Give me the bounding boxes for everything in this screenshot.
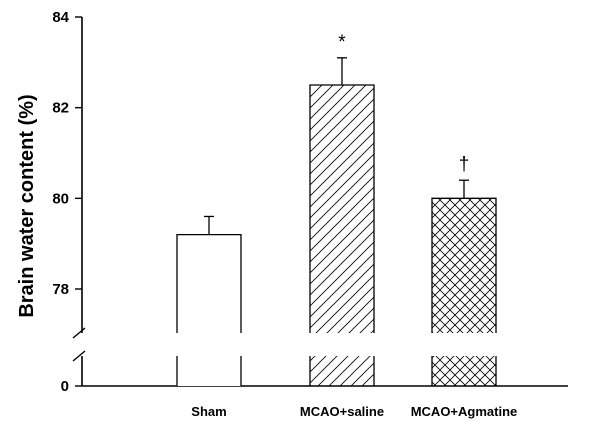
bar-fill-upper [177, 234, 241, 333]
y-tick-label: 80 [52, 190, 69, 207]
y-tick-label: 78 [52, 281, 69, 298]
y-tick-label: 82 [52, 100, 69, 117]
y-axis-label: Brain water content (%) [16, 94, 38, 317]
significance-marker: † [459, 154, 470, 175]
bar-fill-upper [432, 198, 496, 333]
axis-break-mark [72, 350, 86, 362]
plot-area: 78 80 82 84 0 Sham * MCAO+saline † MCAO+Agmatine [52, 9, 568, 419]
bar-fill-lower [432, 356, 496, 386]
y-tick-label: 84 [52, 9, 69, 26]
y-tick-label: 0 [61, 378, 69, 395]
bar-fill-upper [310, 85, 374, 333]
x-tick-label: MCAO+Agmatine [411, 404, 518, 419]
axis-break-mark [72, 327, 86, 339]
x-tick-label: MCAO+saline [300, 404, 384, 419]
bar-fill-lower [177, 356, 241, 386]
bar-fill-lower [310, 356, 374, 386]
significance-marker: * [338, 32, 346, 53]
x-tick-label: Sham [191, 404, 226, 419]
